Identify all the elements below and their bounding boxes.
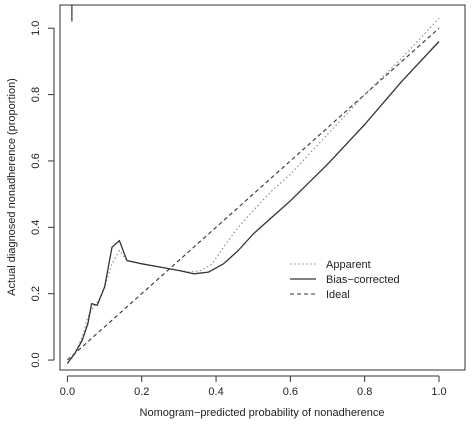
y-axis-label: Actual diagnosed nonadherence (proportio…: [6, 78, 18, 296]
x-tick-label: 1.0: [431, 386, 446, 398]
x-tick-label: 0.4: [208, 386, 223, 398]
legend-label: Apparent: [326, 259, 371, 271]
legend-label: Bias−corrected: [326, 274, 400, 286]
x-tick-label: 0.8: [357, 386, 372, 398]
x-tick-label: 0.2: [134, 386, 149, 398]
x-tick-label: 0.6: [283, 386, 298, 398]
x-tick-label: 0.0: [60, 386, 75, 398]
x-axis: 0.0 0.2 0.4 0.6 0.8 1.0: [60, 375, 447, 398]
series-line-ideal: [67, 27, 440, 361]
series-layer: [66, 5, 440, 364]
y-axis: 0.0 0.2 0.4 0.6 0.8 1.0: [30, 21, 55, 368]
legend-label: Ideal: [326, 289, 350, 301]
x-axis-label: Nomogram−predicted probability of nonadh…: [140, 407, 385, 419]
y-tick-label: 0.0: [30, 352, 42, 367]
series-line-bias-corrected: [66, 41, 440, 364]
y-tick-label: 0.8: [30, 87, 42, 102]
y-tick-label: 0.4: [30, 220, 42, 235]
y-tick-label: 0.2: [30, 286, 42, 301]
legend: Apparent Bias−corrected Ideal: [290, 259, 400, 301]
plot-frame: [59, 4, 466, 371]
y-tick-label: 1.0: [30, 21, 42, 36]
y-tick-label: 0.6: [30, 153, 42, 168]
series-line-apparent: [66, 17, 440, 364]
